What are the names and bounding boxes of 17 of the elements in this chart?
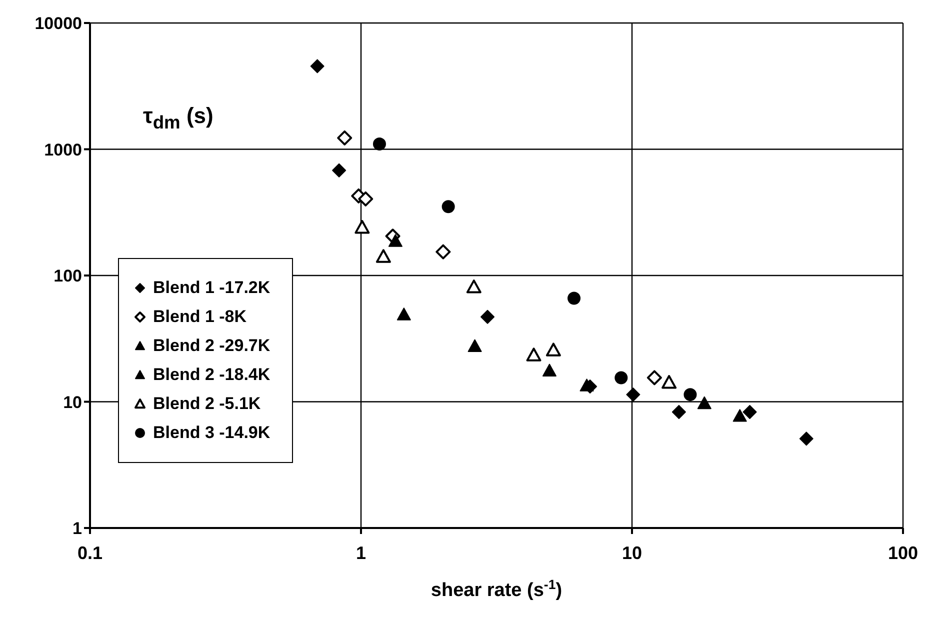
- x-tick-label: 0.1: [77, 542, 103, 563]
- legend-label: Blend 1 -17.2K: [153, 278, 270, 298]
- legend-label: Blend 2 -29.7K: [153, 336, 270, 356]
- y-axis-title: τ$_{dm}$ (s): [143, 103, 214, 134]
- y-tick-label: 100: [54, 266, 82, 286]
- y-tick-label: 1: [72, 519, 82, 538]
- y-tick-label: 1000: [44, 140, 82, 160]
- x-axis-title: shear rate (s$^{-1}$): [430, 576, 562, 601]
- legend-label: Blend 3 -14.9K: [153, 423, 270, 443]
- x-tick-label: 1: [356, 542, 366, 563]
- y-tick-label: 10: [63, 392, 82, 412]
- y-tick-label: 10000: [34, 14, 82, 34]
- x-tick-label: 100: [888, 542, 918, 563]
- legend-label: Blend 2 -18.4K: [153, 365, 270, 385]
- x-tick-label: 10: [622, 542, 642, 563]
- legend-label: Blend 2 -5.1K: [153, 394, 261, 414]
- legend-label: Blend 1 -8K: [153, 307, 247, 327]
